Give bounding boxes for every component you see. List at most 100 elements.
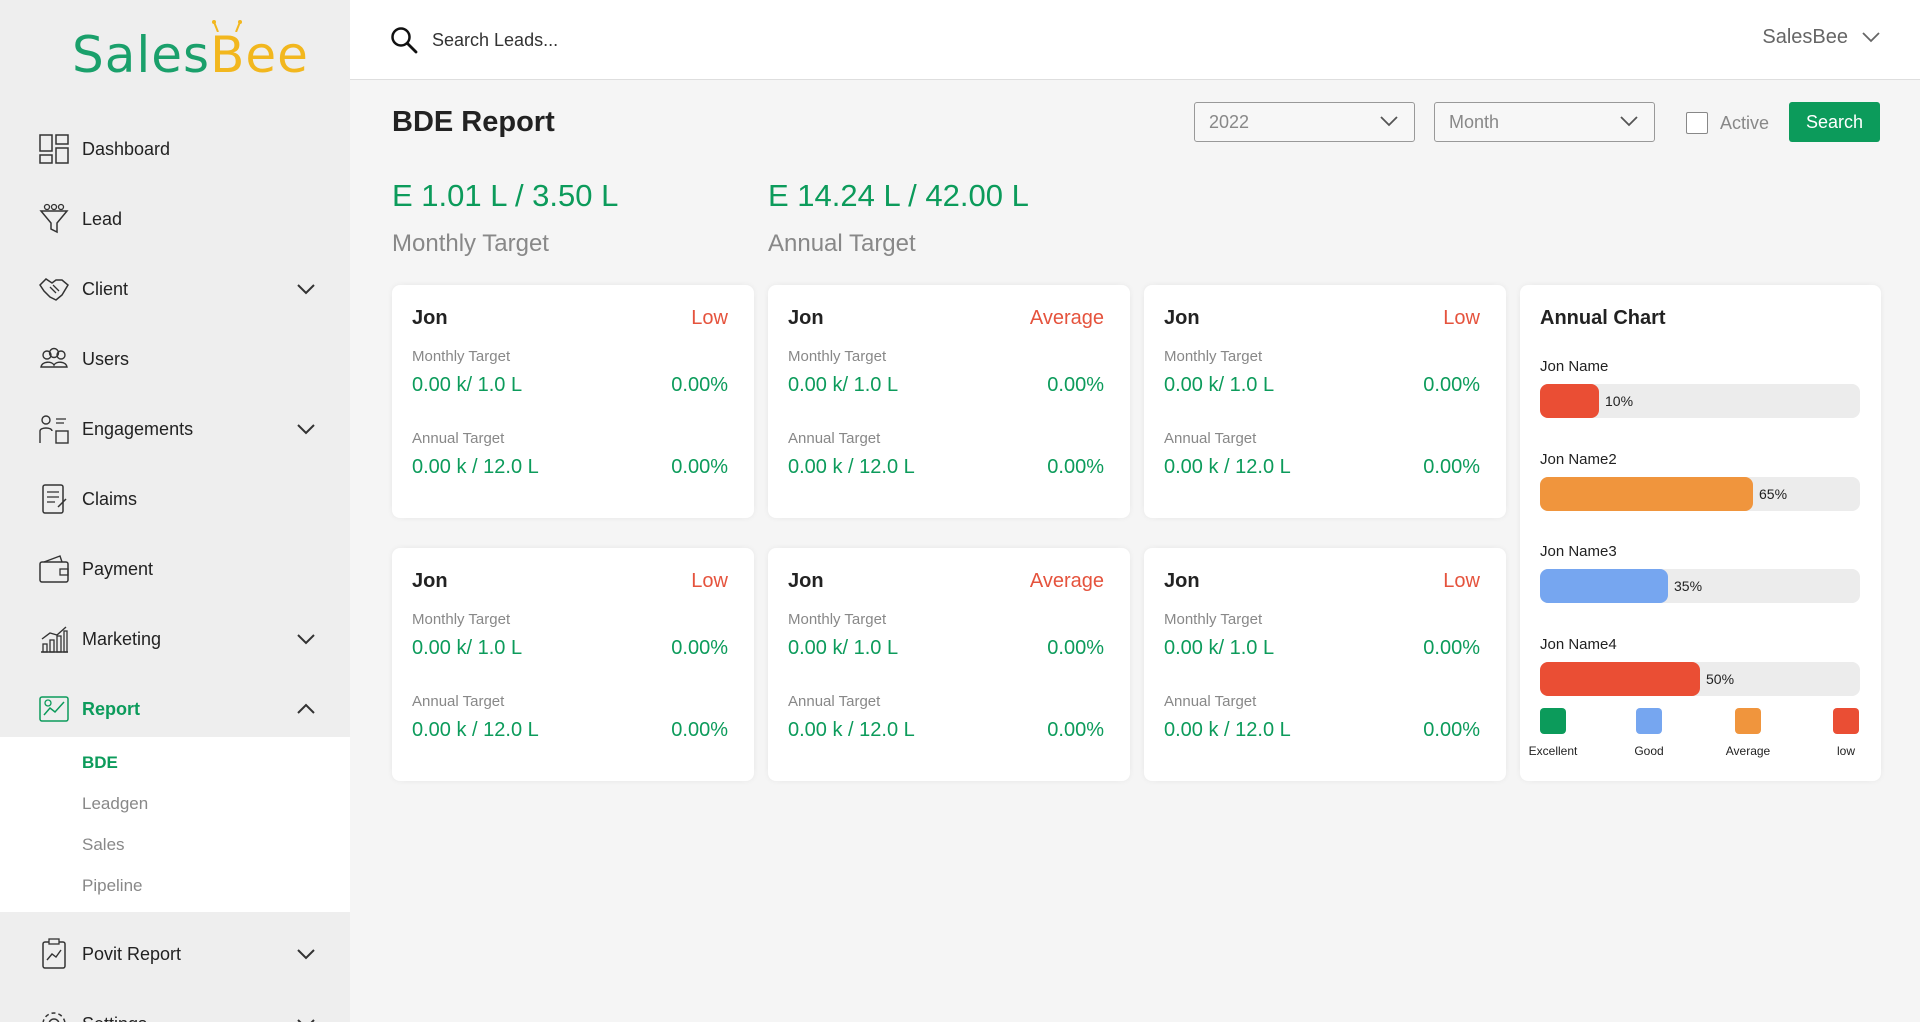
annual-target-value: 0.00 k / 12.0 L bbox=[412, 719, 539, 741]
monthly-target-value: 0.00 k/ 1.0 L bbox=[412, 637, 523, 659]
sidebar-item-report[interactable]: Report bbox=[0, 685, 350, 733]
annual-chart-card: Annual Chart Jon Name 10% Jon Name2 65% … bbox=[1520, 285, 1881, 781]
handshake-icon bbox=[39, 278, 69, 301]
sidebar-item-povit-report[interactable]: Povit Report bbox=[0, 930, 350, 978]
sidebar-item-label: Client bbox=[82, 278, 129, 299]
chevron-down-icon bbox=[297, 284, 315, 295]
monthly-target-value: 0.00 k/ 1.0 L bbox=[412, 374, 523, 396]
sidebar-item-label: Dashboard bbox=[82, 138, 171, 159]
bde-name: Jon bbox=[1164, 570, 1200, 592]
bar-percent: 10% bbox=[1605, 393, 1634, 409]
search-leads-input[interactable] bbox=[432, 22, 1032, 58]
sidebar-item-label: Users bbox=[82, 348, 130, 369]
logo-text-bee-label: Bee bbox=[210, 26, 309, 84]
bar-track: 35% bbox=[1540, 569, 1860, 603]
chevron-down-icon bbox=[1380, 116, 1398, 127]
year-select[interactable]: 2022 bbox=[1194, 102, 1415, 142]
chevron-down-icon bbox=[1862, 32, 1880, 43]
legend-swatch bbox=[1833, 708, 1859, 734]
status-badge: Low bbox=[1443, 307, 1480, 329]
annual-target-percent: 0.00% bbox=[1423, 719, 1480, 741]
bar-percent: 35% bbox=[1674, 578, 1703, 594]
bde-name: Jon bbox=[788, 307, 824, 329]
legend-label: Average bbox=[1725, 744, 1771, 758]
search-button[interactable]: Search bbox=[1789, 102, 1880, 142]
logo-text-bee: Bee bbox=[210, 20, 309, 84]
sidebar-item-label: Settings bbox=[82, 1014, 147, 1022]
chart-bar-row: Jon Name3 35% bbox=[1540, 543, 1860, 603]
legend-item-low: low bbox=[1811, 708, 1881, 758]
bde-name: Jon bbox=[788, 570, 824, 592]
annual-target-percent: 0.00% bbox=[671, 719, 728, 741]
legend-item-good: Good bbox=[1614, 708, 1684, 758]
logo-text-sales: Sales bbox=[72, 26, 211, 84]
status-badge: Low bbox=[1443, 570, 1480, 592]
active-label: Active bbox=[1720, 112, 1770, 133]
annual-target-value: 0.00 k / 12.0 L bbox=[1164, 719, 1291, 741]
annual-target-value: 0.00 k / 12.0 L bbox=[412, 456, 539, 478]
sidebar-item-label: Payment bbox=[82, 558, 154, 579]
sidebar-item-lead[interactable]: Lead bbox=[0, 195, 350, 243]
user-menu[interactable]: SalesBee bbox=[1762, 26, 1880, 49]
monthly-target-label: Monthly Target bbox=[788, 348, 887, 365]
annual-target-value: 0.00 k / 12.0 L bbox=[788, 456, 915, 478]
submenu-item-sales[interactable]: Sales bbox=[82, 835, 125, 854]
chevron-down-icon bbox=[1620, 116, 1638, 127]
monthly-target-label: Monthly Target bbox=[412, 348, 511, 365]
bar-name: Jon Name3 bbox=[1540, 543, 1617, 560]
bde-card: Jon Low Monthly Target 0.00 k/ 1.0 L 0.0… bbox=[392, 548, 754, 781]
sidebar-item-marketing[interactable]: Marketing bbox=[0, 615, 350, 663]
sidebar-item-label: Engagements bbox=[82, 418, 194, 439]
chart-bar-row: Jon Name2 65% bbox=[1540, 451, 1860, 511]
sidebar-item-settings[interactable]: Settings bbox=[0, 1000, 350, 1022]
annual-target-value: E 14.24 L / 42.00 L bbox=[768, 178, 1029, 213]
chevron-down-icon bbox=[297, 424, 315, 435]
annual-target-label: Annual Target bbox=[788, 693, 881, 710]
monthly-target-label: Monthly Target bbox=[788, 611, 887, 628]
sidebar-item-users[interactable]: Users bbox=[0, 335, 350, 383]
annual-target-label: Annual Target bbox=[768, 230, 916, 257]
bde-name: Jon bbox=[412, 307, 448, 329]
monthly-target-percent: 0.00% bbox=[1423, 374, 1480, 396]
annual-target-label: Annual Target bbox=[1164, 693, 1257, 710]
sidebar-item-label: Lead bbox=[82, 208, 123, 229]
period-select[interactable]: Month bbox=[1434, 102, 1655, 142]
bde-card: Jon Average Monthly Target 0.00 k/ 1.0 L… bbox=[768, 285, 1130, 518]
annual-target-percent: 0.00% bbox=[1047, 456, 1104, 478]
submenu-item-bde[interactable]: BDE bbox=[82, 753, 118, 772]
salesbee-logo[interactable]: Sales Bee bbox=[72, 20, 309, 84]
sidebar-item-dashboard[interactable]: Dashboard bbox=[0, 125, 350, 173]
sidebar-item-claims[interactable]: Claims bbox=[0, 475, 350, 523]
year-select-value: 2022 bbox=[1209, 111, 1250, 132]
sidebar-item-label: Povit Report bbox=[82, 943, 182, 964]
monthly-target-percent: 0.00% bbox=[1423, 637, 1480, 659]
chart-bar-row: Jon Name 10% bbox=[1540, 358, 1860, 418]
growth-chart-icon bbox=[41, 626, 68, 653]
monthly-target-value: 0.00 k/ 1.0 L bbox=[1164, 374, 1275, 396]
sidebar-item-client[interactable]: Client bbox=[0, 265, 350, 313]
search-icon[interactable] bbox=[390, 26, 418, 54]
bde-card: Jon Average Monthly Target 0.00 k/ 1.0 L… bbox=[768, 548, 1130, 781]
bar-name: Jon Name2 bbox=[1540, 451, 1617, 468]
submenu-item-leadgen[interactable]: Leadgen bbox=[82, 794, 149, 813]
bar-percent: 65% bbox=[1759, 486, 1788, 502]
annual-chart-title: Annual Chart bbox=[1540, 307, 1666, 329]
bar-fill bbox=[1540, 662, 1700, 696]
sidebar-item-engagements[interactable]: Engagements bbox=[0, 405, 350, 453]
monthly-target-label: Monthly Target bbox=[1164, 611, 1263, 628]
annual-target-value: 0.00 k / 12.0 L bbox=[788, 719, 915, 741]
monthly-target-value: E 1.01 L / 3.50 L bbox=[392, 178, 619, 213]
submenu-item-pipeline[interactable]: Pipeline bbox=[82, 876, 143, 895]
annual-target-percent: 0.00% bbox=[1423, 456, 1480, 478]
bar-percent: 50% bbox=[1706, 671, 1735, 687]
monthly-target-value: 0.00 k/ 1.0 L bbox=[1164, 637, 1275, 659]
monthly-target-percent: 0.00% bbox=[671, 637, 728, 659]
annual-target-label: Annual Target bbox=[788, 430, 881, 447]
status-badge: Low bbox=[691, 307, 728, 329]
active-checkbox-group[interactable]: Active bbox=[1686, 112, 1769, 134]
report-icon bbox=[39, 696, 69, 722]
legend-swatch bbox=[1540, 708, 1566, 734]
active-checkbox[interactable] bbox=[1686, 112, 1708, 134]
legend-item-average: Average bbox=[1713, 708, 1783, 758]
sidebar-item-payment[interactable]: Payment bbox=[0, 545, 350, 593]
